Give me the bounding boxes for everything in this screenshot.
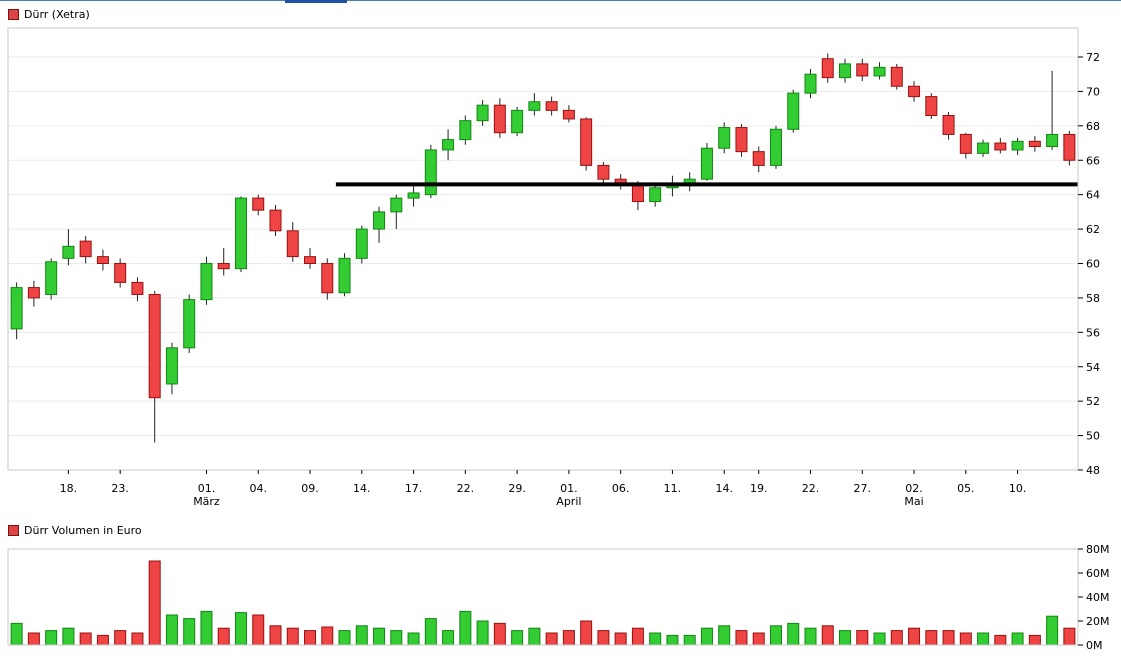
svg-text:56: 56: [1086, 326, 1100, 339]
svg-text:09.: 09.: [301, 482, 319, 495]
svg-text:19.: 19.: [750, 482, 768, 495]
svg-text:März: März: [193, 495, 220, 508]
svg-text:01.: 01.: [198, 482, 216, 495]
svg-text:54: 54: [1086, 361, 1100, 374]
volume-series-legend: Dürr Volumen in Euro: [8, 524, 142, 537]
svg-text:27.: 27.: [854, 482, 872, 495]
top-tab-indicator: [285, 0, 347, 3]
svg-text:April: April: [556, 495, 581, 508]
svg-text:11.: 11.: [664, 482, 682, 495]
svg-text:62: 62: [1086, 223, 1100, 236]
svg-text:80M: 80M: [1086, 543, 1110, 556]
price-series-legend: Dürr (Xetra): [8, 8, 90, 21]
svg-text:02.: 02.: [905, 482, 923, 495]
svg-text:23.: 23.: [111, 482, 129, 495]
svg-text:10.: 10.: [1009, 482, 1027, 495]
svg-text:68: 68: [1086, 120, 1100, 133]
svg-text:20M: 20M: [1086, 615, 1110, 628]
svg-text:40M: 40M: [1086, 591, 1110, 604]
svg-text:22.: 22.: [802, 482, 820, 495]
svg-text:Mai: Mai: [904, 495, 923, 508]
svg-text:14.: 14.: [715, 482, 733, 495]
svg-text:04.: 04.: [249, 482, 267, 495]
price-legend-label: Dürr (Xetra): [24, 8, 90, 21]
svg-text:18.: 18.: [60, 482, 78, 495]
volume-legend-label: Dürr Volumen in Euro: [24, 524, 142, 537]
svg-text:50: 50: [1086, 430, 1100, 443]
svg-text:29.: 29.: [508, 482, 526, 495]
svg-text:70: 70: [1086, 85, 1100, 98]
svg-text:05.: 05.: [957, 482, 975, 495]
svg-text:17.: 17.: [405, 482, 423, 495]
series-swatch-icon: [8, 525, 19, 536]
volume-series: [10, 560, 1076, 646]
svg-text:60: 60: [1086, 258, 1100, 271]
svg-text:0M: 0M: [1086, 639, 1103, 652]
svg-text:48: 48: [1086, 464, 1100, 477]
svg-text:72: 72: [1086, 51, 1100, 64]
svg-text:64: 64: [1086, 189, 1100, 202]
svg-text:58: 58: [1086, 292, 1100, 305]
svg-text:14.: 14.: [353, 482, 371, 495]
top-border-line: [0, 0, 1121, 1]
svg-text:66: 66: [1086, 154, 1100, 167]
series-swatch-icon: [8, 9, 19, 20]
svg-text:52: 52: [1086, 395, 1100, 408]
svg-text:22.: 22.: [457, 482, 475, 495]
price-gridlines: [8, 56, 1078, 437]
svg-text:06.: 06.: [612, 482, 630, 495]
svg-text:60M: 60M: [1086, 567, 1110, 580]
candlestick-series: [10, 53, 1076, 443]
svg-text:01.: 01.: [560, 482, 578, 495]
